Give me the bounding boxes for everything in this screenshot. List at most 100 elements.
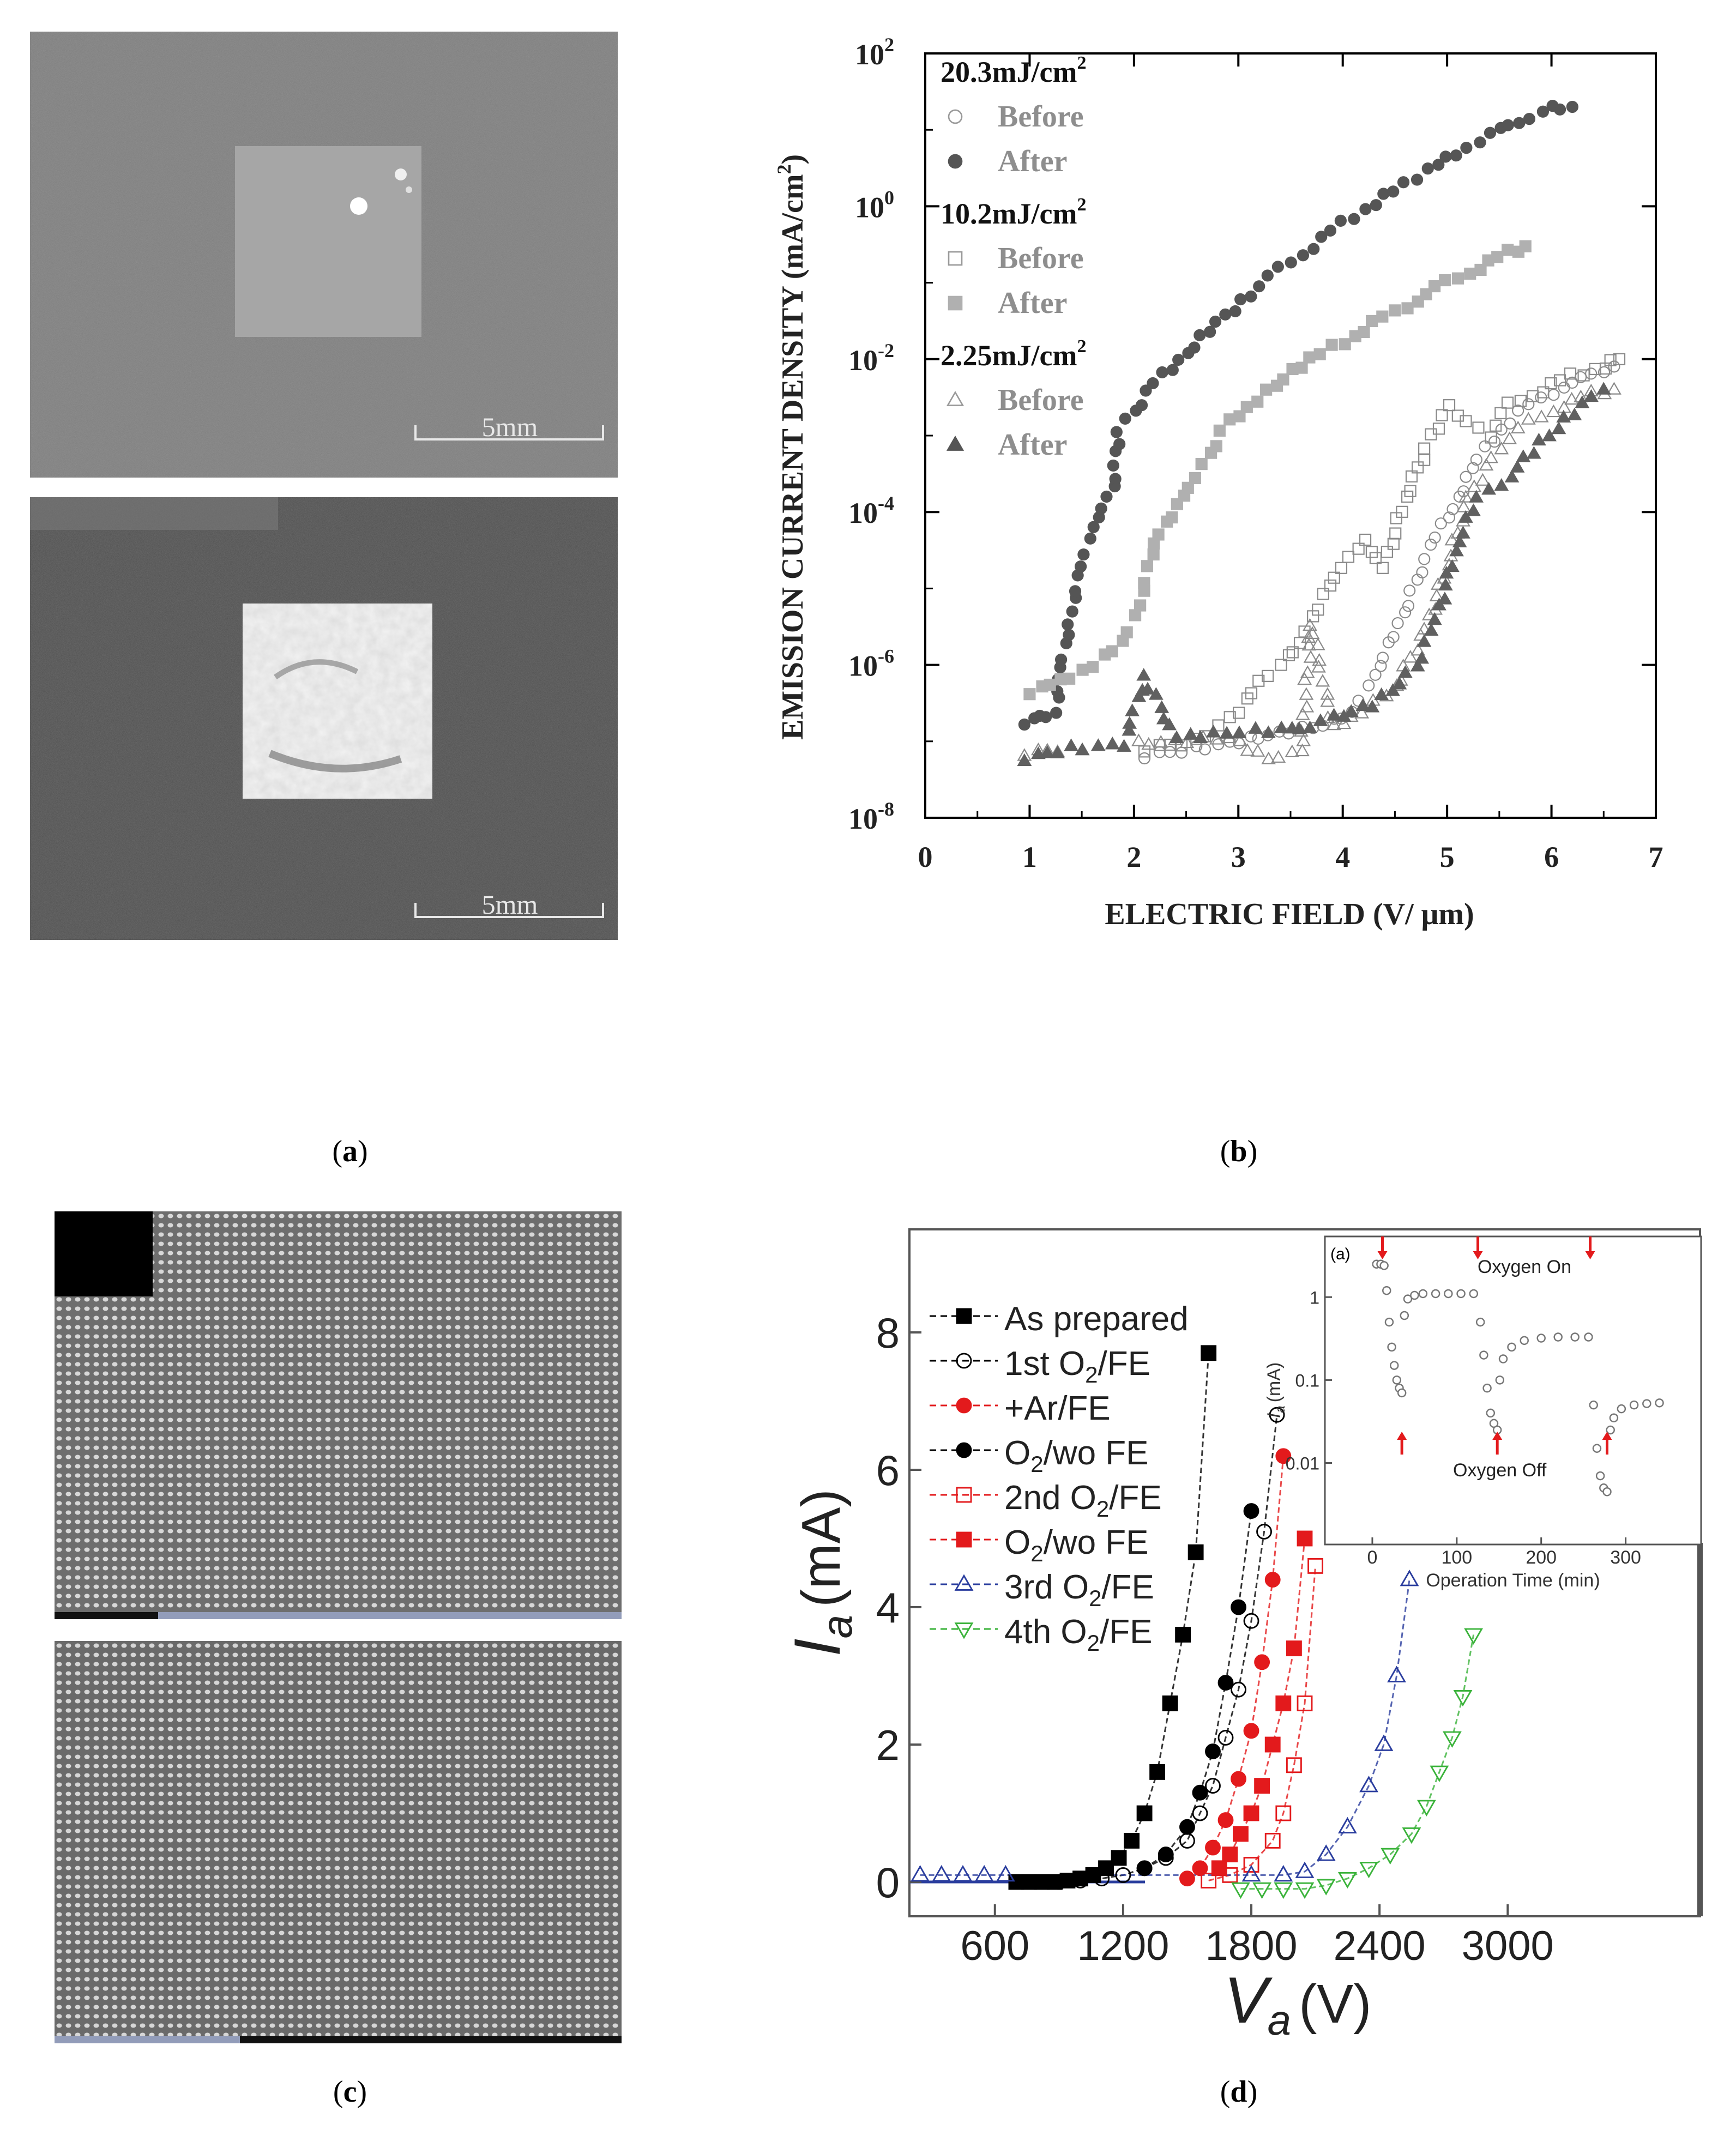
legend-marker bbox=[956, 1442, 972, 1458]
y-axis-label: EMISSION CURRENT DENSITY (mA/cm2) bbox=[773, 154, 810, 740]
data-point bbox=[1325, 339, 1338, 351]
data-point bbox=[1305, 626, 1320, 639]
data-point bbox=[1059, 1873, 1076, 1888]
data-point bbox=[1458, 490, 1473, 503]
inset-point bbox=[1584, 1332, 1593, 1342]
scale-bar-label: 5mm bbox=[482, 412, 538, 442]
data-point bbox=[1206, 725, 1221, 738]
data-point bbox=[1295, 743, 1310, 757]
data-point bbox=[1412, 461, 1424, 474]
data-point bbox=[1285, 256, 1297, 269]
data-point bbox=[1286, 1757, 1302, 1773]
data-point bbox=[1166, 511, 1178, 524]
data-point bbox=[1295, 361, 1308, 374]
series-line bbox=[1144, 1511, 1252, 1869]
data-point bbox=[1296, 733, 1311, 746]
data-point bbox=[1343, 704, 1359, 717]
data-point bbox=[1451, 272, 1464, 285]
data-point bbox=[1504, 469, 1520, 482]
data-point bbox=[1201, 1345, 1217, 1361]
data-point bbox=[1324, 579, 1337, 592]
inset-point bbox=[1495, 1375, 1505, 1385]
data-point bbox=[1241, 1865, 1261, 1882]
data-point bbox=[1452, 534, 1467, 548]
legend-marker bbox=[946, 390, 965, 406]
data-point bbox=[1222, 1847, 1238, 1863]
data-point bbox=[1396, 505, 1408, 518]
caption-b: (b) bbox=[1220, 1135, 1258, 1168]
legend-label: O2/wo FE bbox=[1004, 1524, 1149, 1566]
data-point bbox=[1542, 429, 1557, 442]
inset-point bbox=[1382, 1286, 1391, 1295]
inset-point bbox=[1507, 1342, 1516, 1352]
legend-marker bbox=[948, 109, 963, 124]
data-point bbox=[1311, 660, 1326, 673]
data-point bbox=[1299, 699, 1315, 713]
data-point bbox=[1182, 481, 1194, 494]
data-point bbox=[1229, 305, 1241, 318]
arrow-down-head bbox=[1585, 1251, 1595, 1259]
inset-x-tick-label: 0 bbox=[1367, 1547, 1377, 1568]
data-point bbox=[1414, 651, 1430, 664]
data-point bbox=[1413, 627, 1428, 641]
data-point bbox=[1553, 374, 1566, 387]
data-point bbox=[1439, 274, 1451, 287]
data-point bbox=[1039, 711, 1052, 723]
data-point bbox=[1512, 405, 1524, 417]
data-point bbox=[1264, 1572, 1281, 1588]
photo-a-top: 5mm bbox=[30, 32, 618, 478]
data-point bbox=[1192, 1860, 1208, 1876]
data-point bbox=[1303, 618, 1317, 631]
data-point bbox=[1110, 426, 1123, 438]
data-point bbox=[1264, 1736, 1281, 1753]
x-tick-label: 5 bbox=[1440, 841, 1455, 873]
data-point bbox=[1315, 674, 1330, 687]
data-point bbox=[1183, 727, 1198, 740]
y-tick-label: 8 bbox=[876, 1309, 900, 1357]
data-point bbox=[1460, 142, 1473, 154]
legend-marker bbox=[954, 1574, 974, 1591]
data-point bbox=[1301, 630, 1316, 643]
data-point bbox=[1613, 353, 1626, 365]
data-point bbox=[1485, 431, 1497, 444]
data-point bbox=[1131, 689, 1147, 702]
data-point bbox=[1243, 1613, 1259, 1629]
data-point bbox=[1087, 521, 1100, 533]
data-point bbox=[1233, 410, 1246, 423]
data-point bbox=[1510, 460, 1525, 473]
x-tick-label: 1800 bbox=[1205, 1923, 1297, 1969]
x-tick-label: 0 bbox=[918, 841, 933, 873]
data-point bbox=[1275, 1448, 1292, 1464]
data-point bbox=[1355, 698, 1371, 711]
data-point bbox=[1140, 681, 1155, 695]
data-point bbox=[1455, 526, 1470, 539]
data-point bbox=[1094, 1870, 1110, 1887]
data-point bbox=[1313, 348, 1326, 360]
data-point bbox=[1274, 720, 1289, 733]
data-point bbox=[1212, 719, 1225, 732]
data-point bbox=[1553, 103, 1566, 116]
x-tick-label: 600 bbox=[960, 1923, 1029, 1969]
inset-point bbox=[1609, 1413, 1619, 1423]
data-point bbox=[1416, 566, 1428, 578]
legend-label: Before bbox=[998, 383, 1084, 417]
inset-point bbox=[1410, 1290, 1419, 1300]
data-point bbox=[1162, 1695, 1178, 1711]
data-point bbox=[1339, 338, 1351, 351]
inset-x-tick-label: 300 bbox=[1610, 1547, 1641, 1568]
data-point bbox=[1217, 1729, 1234, 1746]
data-point bbox=[974, 1865, 994, 1882]
data-point bbox=[1077, 548, 1090, 561]
data-point bbox=[1282, 649, 1295, 661]
y-tick-label: 4 bbox=[876, 1584, 900, 1632]
data-point bbox=[1336, 716, 1352, 729]
data-point bbox=[1405, 470, 1418, 483]
data-point bbox=[1192, 1805, 1208, 1821]
data-point bbox=[1134, 599, 1147, 612]
emission-spot bbox=[350, 197, 367, 215]
inset-point bbox=[1469, 1289, 1479, 1299]
data-point bbox=[1075, 742, 1090, 756]
legend-label: 1st O2/FE bbox=[1004, 1345, 1150, 1387]
data-point bbox=[1534, 409, 1549, 423]
